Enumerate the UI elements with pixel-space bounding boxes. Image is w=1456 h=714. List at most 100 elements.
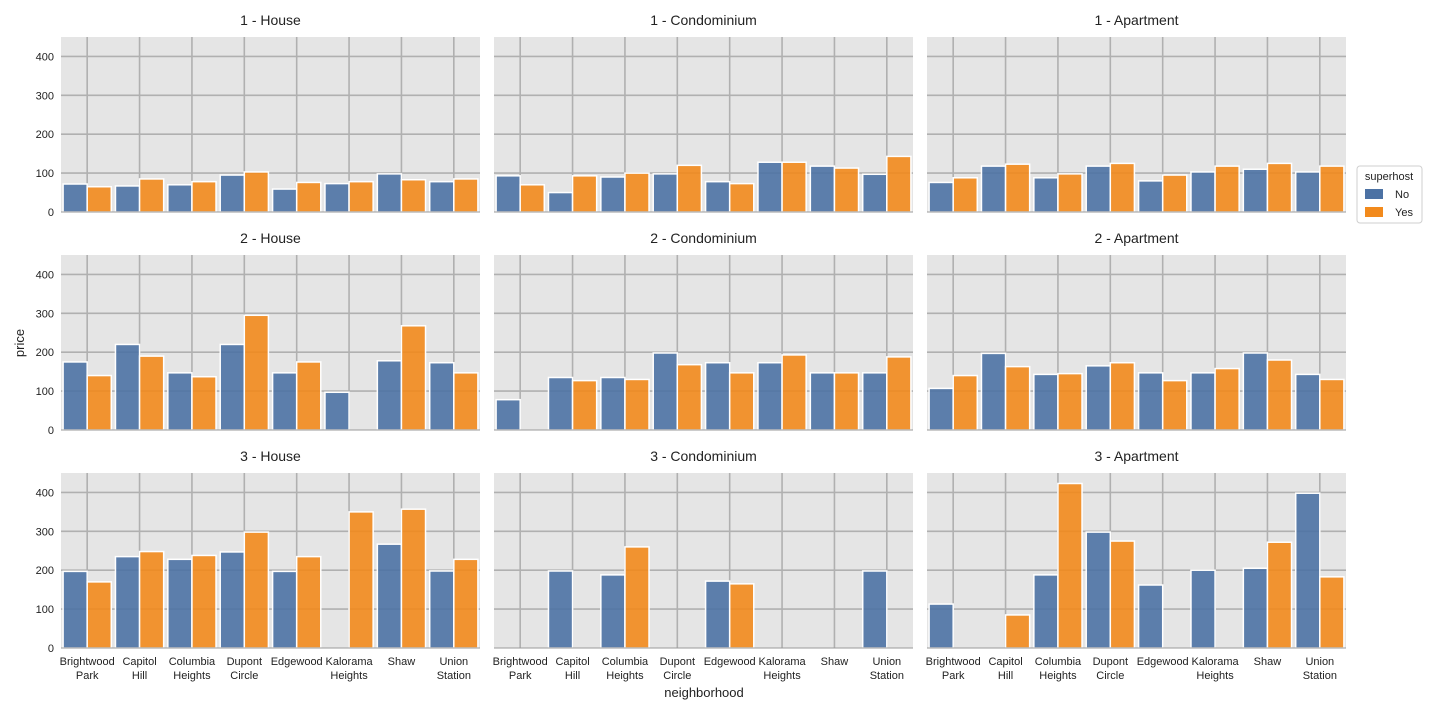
- bar-no-capitol-hill: [114, 555, 141, 649]
- legend-swatch-no: [1365, 189, 1383, 199]
- bar-yes-capitol-hill: [138, 178, 165, 213]
- bar-yes-union-station: [1319, 378, 1345, 431]
- bar-yes-columbia-heights: [191, 375, 217, 431]
- bar-yes-kalorama-heights: [781, 161, 807, 213]
- bar-yes-brightwood-park: [952, 177, 979, 213]
- x-tick-label: Edgewood: [271, 656, 323, 668]
- bar-no-union-station: [861, 173, 888, 213]
- bar-no-shaw: [376, 543, 403, 649]
- x-tick-label: Circle: [230, 670, 258, 682]
- x-tick-label: Circle: [663, 670, 691, 682]
- bar-no-brightwood-park: [928, 387, 954, 431]
- bar-no-shaw: [1242, 168, 1269, 213]
- bar-yes-union-station: [886, 155, 912, 213]
- panel-2-condominium: 2 - Condominium: [494, 230, 913, 431]
- bar-no-columbia-heights: [167, 558, 193, 649]
- x-tick-label: Station: [437, 670, 471, 682]
- panel-title: 1 - Apartment: [1094, 12, 1178, 28]
- x-tick-label: Dupont: [660, 656, 695, 668]
- bar-no-dupont-circle: [219, 551, 246, 649]
- bar-no-capitol-hill: [980, 352, 1007, 431]
- bar-yes-capitol-hill: [138, 355, 165, 431]
- panel-1-apartment: 1 - Apartment: [927, 12, 1346, 213]
- bar-yes-brightwood-park: [86, 374, 113, 431]
- x-tick-label: Edgewood: [1137, 656, 1189, 668]
- bar-no-edgewood: [704, 361, 731, 431]
- bar-no-edgewood: [704, 180, 731, 213]
- x-tick-label: Columbia: [169, 656, 216, 668]
- bar-no-dupont-circle: [652, 352, 679, 431]
- y-tick-label: 400: [36, 269, 54, 281]
- x-tick-label: Park: [942, 670, 965, 682]
- panels: 0 100 200 300 400 1 - House 1 - Condominium 1 -…: [36, 12, 1346, 682]
- x-tick-label: Heights: [173, 670, 211, 682]
- bar-yes-shaw: [833, 372, 860, 431]
- bar-yes-dupont-circle: [676, 164, 703, 213]
- bar-no-dupont-circle: [652, 173, 679, 213]
- bar-yes-shaw: [833, 167, 860, 213]
- bar-yes-edgewood: [728, 583, 755, 649]
- bar-yes-shaw: [1266, 541, 1293, 649]
- bar-no-brightwood-park: [928, 603, 954, 649]
- bar-no-shaw: [1242, 567, 1269, 649]
- y-tick-label: 300: [36, 90, 54, 102]
- bar-yes-brightwood-park: [86, 581, 113, 649]
- legend-title: superhost: [1365, 171, 1413, 183]
- bar-yes-columbia-heights: [624, 546, 650, 649]
- x-tick-label: Heights: [1196, 670, 1234, 682]
- bar-no-dupont-circle: [1085, 165, 1112, 213]
- bar-no-dupont-circle: [219, 343, 246, 431]
- bar-yes-brightwood-park: [519, 184, 546, 213]
- bar-no-edgewood: [271, 372, 298, 431]
- bar-yes-union-station: [453, 372, 479, 431]
- bar-no-columbia-heights: [1033, 177, 1059, 213]
- bar-yes-capitol-hill: [1004, 163, 1031, 213]
- bar-no-union-station: [861, 372, 888, 431]
- bar-no-kalorama-heights: [324, 391, 350, 431]
- bar-yes-capitol-hill: [571, 379, 598, 431]
- bar-no-kalorama-heights: [757, 161, 783, 213]
- bar-no-capitol-hill: [547, 570, 574, 649]
- bar-no-columbia-heights: [600, 376, 626, 431]
- panel-title: 3 - House: [240, 448, 301, 464]
- panel-3-house: 0 100 200 300 400 3 - House Brightwood Park Capi…: [36, 448, 480, 682]
- legend-label-yes: Yes: [1395, 207, 1413, 219]
- bar-yes-union-station: [1319, 576, 1345, 649]
- x-tick-label: Union: [872, 656, 901, 668]
- bar-no-edgewood: [704, 580, 731, 649]
- bar-no-capitol-hill: [114, 185, 141, 213]
- bar-no-shaw: [809, 165, 836, 213]
- x-tick-label: Kalorama: [1192, 656, 1240, 668]
- bar-no-union-station: [1294, 492, 1321, 649]
- x-tick-label: Columbia: [1035, 656, 1082, 668]
- bar-no-brightwood-park: [495, 398, 521, 431]
- y-tick-label: 100: [36, 168, 54, 180]
- y-tick-label: 0: [48, 643, 54, 655]
- bar-no-edgewood: [1137, 180, 1164, 213]
- y-tick-label: 300: [36, 526, 54, 538]
- bar-yes-shaw: [400, 325, 427, 431]
- bar-no-kalorama-heights: [1190, 372, 1216, 431]
- bar-yes-edgewood: [295, 361, 322, 431]
- bar-yes-kalorama-heights: [348, 180, 374, 213]
- bar-no-union-station: [1294, 171, 1321, 213]
- x-tick-label: Shaw: [388, 656, 416, 668]
- bar-no-shaw: [376, 173, 403, 213]
- bar-no-kalorama-heights: [1190, 171, 1216, 213]
- bar-yes-columbia-heights: [191, 180, 217, 213]
- bar-no-capitol-hill: [980, 165, 1007, 213]
- bar-no-brightwood-park: [62, 361, 88, 431]
- bar-no-columbia-heights: [600, 176, 626, 213]
- x-tick-label: Station: [870, 670, 904, 682]
- bar-yes-columbia-heights: [1057, 482, 1083, 649]
- bar-yes-union-station: [886, 356, 912, 431]
- y-tick-label: 400: [36, 51, 54, 63]
- y-tick-label: 100: [36, 386, 54, 398]
- x-tick-label: Heights: [330, 670, 368, 682]
- bar-no-kalorama-heights: [757, 361, 783, 431]
- bar-yes-dupont-circle: [676, 363, 703, 431]
- bar-no-capitol-hill: [547, 376, 574, 431]
- x-axis-label: neighborhood: [664, 685, 744, 700]
- bar-no-dupont-circle: [219, 174, 246, 213]
- bar-no-columbia-heights: [1033, 574, 1059, 649]
